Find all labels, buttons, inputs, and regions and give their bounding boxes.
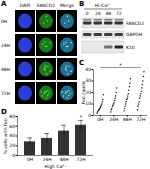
svg-text:30: 30 xyxy=(85,78,91,83)
svg-text:10: 10 xyxy=(85,101,91,106)
svg-text:DAPI: DAPI xyxy=(20,3,31,8)
svg-text:24H: 24H xyxy=(1,43,10,48)
svg-text:72H: 72H xyxy=(136,117,145,122)
svg-text:% cells with foci: % cells with foci xyxy=(3,118,8,154)
svg-text:0H: 0H xyxy=(27,157,33,162)
svg-text:FANCD2: FANCD2 xyxy=(37,3,55,8)
svg-text:0: 0 xyxy=(86,11,89,16)
svg-text:48: 48 xyxy=(105,11,111,16)
svg-text:FANCD2: FANCD2 xyxy=(126,21,144,26)
svg-text:*: * xyxy=(80,114,83,120)
svg-text:24: 24 xyxy=(95,11,101,16)
svg-text:24H: 24H xyxy=(42,157,51,162)
svg-text:48H: 48H xyxy=(123,117,132,122)
svg-text:0: 0 xyxy=(88,113,91,118)
html-text:D: D xyxy=(1,108,7,116)
html-text:A: A xyxy=(1,0,7,8)
svg-text:72H: 72H xyxy=(1,91,10,96)
svg-text:K10: K10 xyxy=(126,45,135,50)
svg-text:80: 80 xyxy=(9,114,15,119)
svg-text:Merge: Merge xyxy=(60,3,74,8)
svg-text:40: 40 xyxy=(85,67,91,72)
svg-text:*: * xyxy=(119,62,122,68)
svg-text:0H: 0H xyxy=(97,117,103,122)
svg-text:48H: 48H xyxy=(1,67,10,72)
svg-text:60: 60 xyxy=(9,124,15,129)
html-text:B: B xyxy=(79,0,85,8)
svg-text:High Ca²⁺: High Ca²⁺ xyxy=(45,164,67,169)
svg-text:72: 72 xyxy=(116,11,122,16)
svg-text:20: 20 xyxy=(85,90,91,95)
svg-text:48H: 48H xyxy=(59,157,68,162)
svg-text:0H: 0H xyxy=(1,19,7,24)
svg-text:20: 20 xyxy=(9,143,15,148)
svg-text:24H: 24H xyxy=(109,117,118,122)
svg-text:Hi-Ca²⁺: Hi-Ca²⁺ xyxy=(95,3,112,8)
html-text:C: C xyxy=(79,59,85,67)
svg-text:GAPDH: GAPDH xyxy=(126,32,142,37)
svg-text:0: 0 xyxy=(12,153,15,158)
svg-text:72H: 72H xyxy=(76,157,85,162)
svg-text:Foci/nuclei: Foci/nuclei xyxy=(81,81,86,105)
svg-text:40: 40 xyxy=(9,133,15,138)
